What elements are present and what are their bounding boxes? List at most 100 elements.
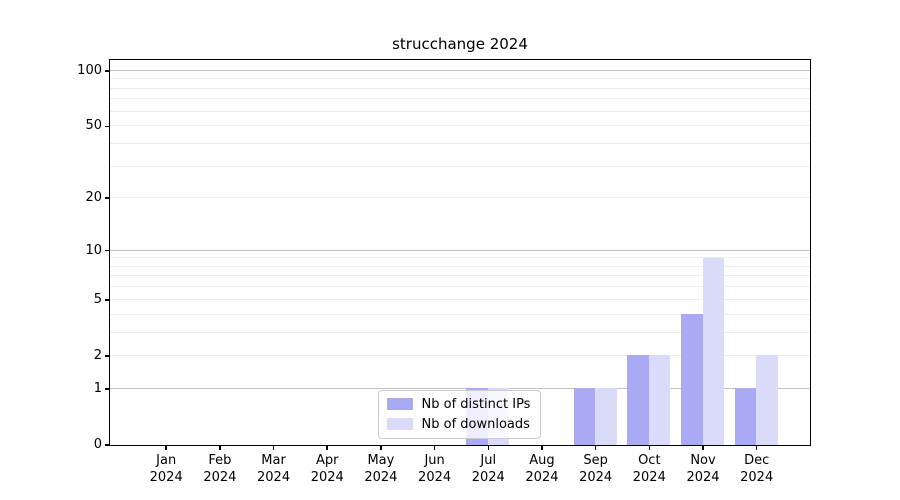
gridline-major-10 <box>109 249 810 251</box>
gridline-minor-4 <box>109 313 810 315</box>
x-tick-year: 2024 <box>257 470 291 485</box>
y-tick-mark-100 <box>105 70 110 72</box>
x-tick-label-jul: Jul 2024 <box>460 452 516 486</box>
x-tick-mark-mar <box>272 445 275 450</box>
gridline-minor-2 <box>109 354 810 356</box>
x-tick-year: 2024 <box>149 470 183 485</box>
x-tick-mark-jan <box>165 445 167 450</box>
x-tick-label-mar: Mar 2024 <box>246 452 302 486</box>
x-tick-year: 2024 <box>203 470 237 485</box>
y-tick-mark-50 <box>105 125 110 128</box>
gridline-minor-40 <box>109 142 810 144</box>
y-tick-label-2: 2 <box>93 347 102 363</box>
x-tick-mark-apr <box>326 445 328 450</box>
x-tick-mark-oct <box>648 445 651 450</box>
x-tick-mark-jun <box>433 445 436 450</box>
x-tick-label-dec: Dec 2024 <box>729 452 785 486</box>
x-tick-year: 2024 <box>364 470 398 485</box>
gridline-minor-6 <box>109 286 810 288</box>
x-tick-label-jun: Jun 2024 <box>407 452 463 486</box>
gridline-minor-30 <box>109 165 810 167</box>
x-tick-year: 2024 <box>740 470 774 485</box>
x-tick-year: 2024 <box>632 470 666 485</box>
gridline-minor-70 <box>109 98 810 100</box>
y-tick-label-100: 100 <box>77 62 102 78</box>
x-tick-year: 2024 <box>579 470 613 485</box>
x-tick-month: Jun <box>424 453 445 468</box>
legend-swatch-downloads <box>386 418 413 430</box>
x-tick-month: Oct <box>638 453 661 468</box>
x-tick-year: 2024 <box>686 470 720 485</box>
gridline-minor-50 <box>109 125 810 127</box>
y-tick-mark-2 <box>105 355 110 357</box>
gridline-minor-20 <box>109 197 810 199</box>
gridline-major-1 <box>109 387 810 389</box>
x-tick-mark-jul <box>487 445 490 450</box>
gridline-minor-80 <box>109 87 810 89</box>
x-tick-year: 2024 <box>418 470 452 485</box>
bar-sep-distinct-ips <box>573 388 596 445</box>
x-tick-label-apr: Apr 2024 <box>299 452 355 486</box>
x-tick-mark-sep <box>594 445 597 450</box>
plot-area: Nb of distinct IPs Nb of downloads <box>108 58 811 446</box>
y-tick-label-5: 5 <box>93 291 102 307</box>
bar-nov-downloads <box>702 257 724 445</box>
bar-nov-distinct-ips <box>681 314 703 445</box>
bar-dec-distinct-ips <box>734 388 757 445</box>
y-tick-label-10: 10 <box>85 242 102 258</box>
x-tick-label-nov: Nov 2024 <box>675 452 731 486</box>
legend: Nb of distinct IPs Nb of downloads <box>377 389 542 439</box>
x-tick-month: Dec <box>744 453 770 468</box>
gridline-minor-9 <box>109 257 810 259</box>
x-tick-month: Jan <box>156 453 177 468</box>
plot-inner <box>109 60 810 445</box>
x-tick-month: Feb <box>208 453 232 468</box>
legend-label-distinct-ips: Nb of distinct IPs <box>421 396 531 412</box>
x-tick-mark-feb <box>219 445 221 450</box>
gridline-minor-3 <box>109 331 810 333</box>
gridline-minor-7 <box>109 275 810 277</box>
x-tick-month: Apr <box>315 453 339 468</box>
y-tick-mark-1 <box>105 388 110 390</box>
y-tick-mark-5 <box>105 299 110 301</box>
legend-row-downloads: Nb of downloads <box>386 416 531 432</box>
gridline-major-100 <box>109 69 810 71</box>
x-tick-label-feb: Feb 2024 <box>192 452 248 486</box>
y-tick-label-20: 20 <box>85 190 102 206</box>
bar-oct-downloads <box>648 355 671 445</box>
x-tick-mark-may <box>380 445 382 450</box>
x-tick-label-sep: Sep 2024 <box>568 452 624 486</box>
x-tick-label-aug: Aug 2024 <box>514 452 570 486</box>
x-tick-month: May <box>367 453 395 468</box>
legend-row-distinct-ips: Nb of distinct IPs <box>386 396 531 412</box>
y-tick-mark-0 <box>105 444 110 446</box>
x-tick-month: Mar <box>261 453 286 468</box>
legend-label-downloads: Nb of downloads <box>421 416 530 432</box>
x-tick-label-jan: Jan 2024 <box>138 452 194 486</box>
x-tick-mark-nov <box>702 445 704 450</box>
x-tick-label-may: May 2024 <box>353 452 409 486</box>
y-tick-mark-10 <box>105 249 110 252</box>
bar-dec-downloads <box>756 355 778 445</box>
x-tick-month: Jul <box>480 453 497 468</box>
y-tick-mark-20 <box>105 197 110 199</box>
gridline-minor-90 <box>109 78 810 80</box>
x-tick-year: 2024 <box>471 470 505 485</box>
gridline-minor-60 <box>109 110 810 112</box>
x-tick-month: Aug <box>529 453 555 468</box>
gridline-minor-5 <box>109 298 810 300</box>
y-tick-label-1: 1 <box>93 380 102 396</box>
chart-title: strucchange 2024 <box>392 35 528 53</box>
y-tick-label-50: 50 <box>85 118 102 134</box>
x-tick-year: 2024 <box>525 470 559 485</box>
x-tick-year: 2024 <box>310 470 344 485</box>
x-tick-month: Sep <box>583 453 608 468</box>
x-tick-month: Nov <box>690 453 716 468</box>
y-tick-label-0: 0 <box>93 437 102 452</box>
x-tick-mark-dec <box>755 445 758 450</box>
gridline-minor-8 <box>109 265 810 267</box>
x-tick-mark-aug <box>541 445 543 450</box>
x-tick-label-oct: Oct 2024 <box>621 452 677 486</box>
bar-oct-distinct-ips <box>627 355 649 445</box>
